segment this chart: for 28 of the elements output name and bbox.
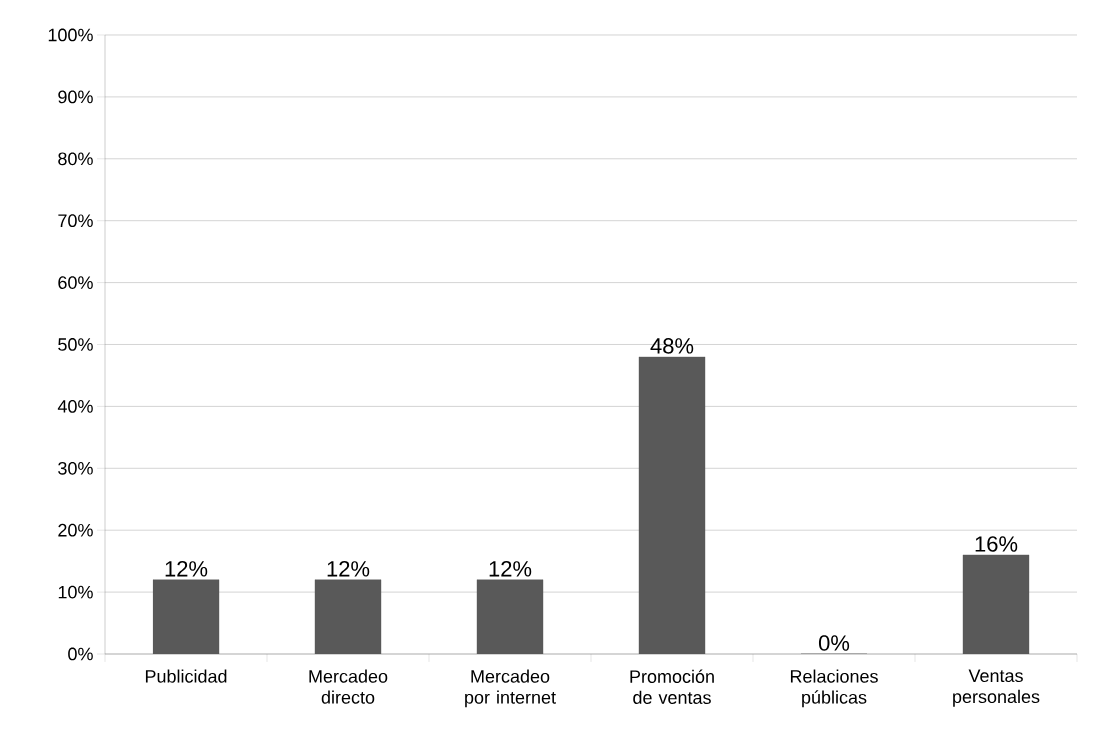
data-label: 48%	[650, 338, 694, 354]
data-label: 12%	[489, 561, 532, 577]
x-tick-label: Relaciones públicas	[790, 669, 878, 708]
x-tick-label: Ventas personales	[953, 669, 1040, 707]
data-label: 12%	[165, 561, 208, 577]
y-tick-label: 90%	[58, 90, 93, 104]
data-label: 16%	[975, 536, 1018, 552]
y-tick-label: 10%	[58, 585, 93, 599]
bar	[152, 579, 220, 654]
y-tick-label: 40%	[57, 400, 93, 413]
y-tick-label: 60%	[58, 276, 93, 289]
data-label: 12%	[327, 561, 370, 577]
data-label: 0%	[818, 635, 850, 651]
y-tick-label: 50%	[58, 338, 93, 351]
y-tick-label: 70%	[58, 214, 93, 228]
y-tick-label: 20%	[58, 523, 93, 537]
y-tick-label: 30%	[58, 461, 93, 475]
y-tick-label: 0%	[68, 647, 93, 661]
bar	[638, 356, 706, 654]
x-tick-label: Mercadeo por internet	[465, 669, 556, 708]
x-tick-label: Publicidad	[145, 669, 227, 683]
y-tick-label: 100%	[48, 28, 93, 42]
bar	[962, 554, 1030, 654]
x-tick-label: Promoción de ventas	[630, 669, 714, 704]
y-tick-label: 80%	[58, 152, 93, 166]
bar	[314, 579, 382, 654]
x-tick-label: Mercadeo directo	[309, 669, 388, 704]
bar	[476, 579, 544, 654]
